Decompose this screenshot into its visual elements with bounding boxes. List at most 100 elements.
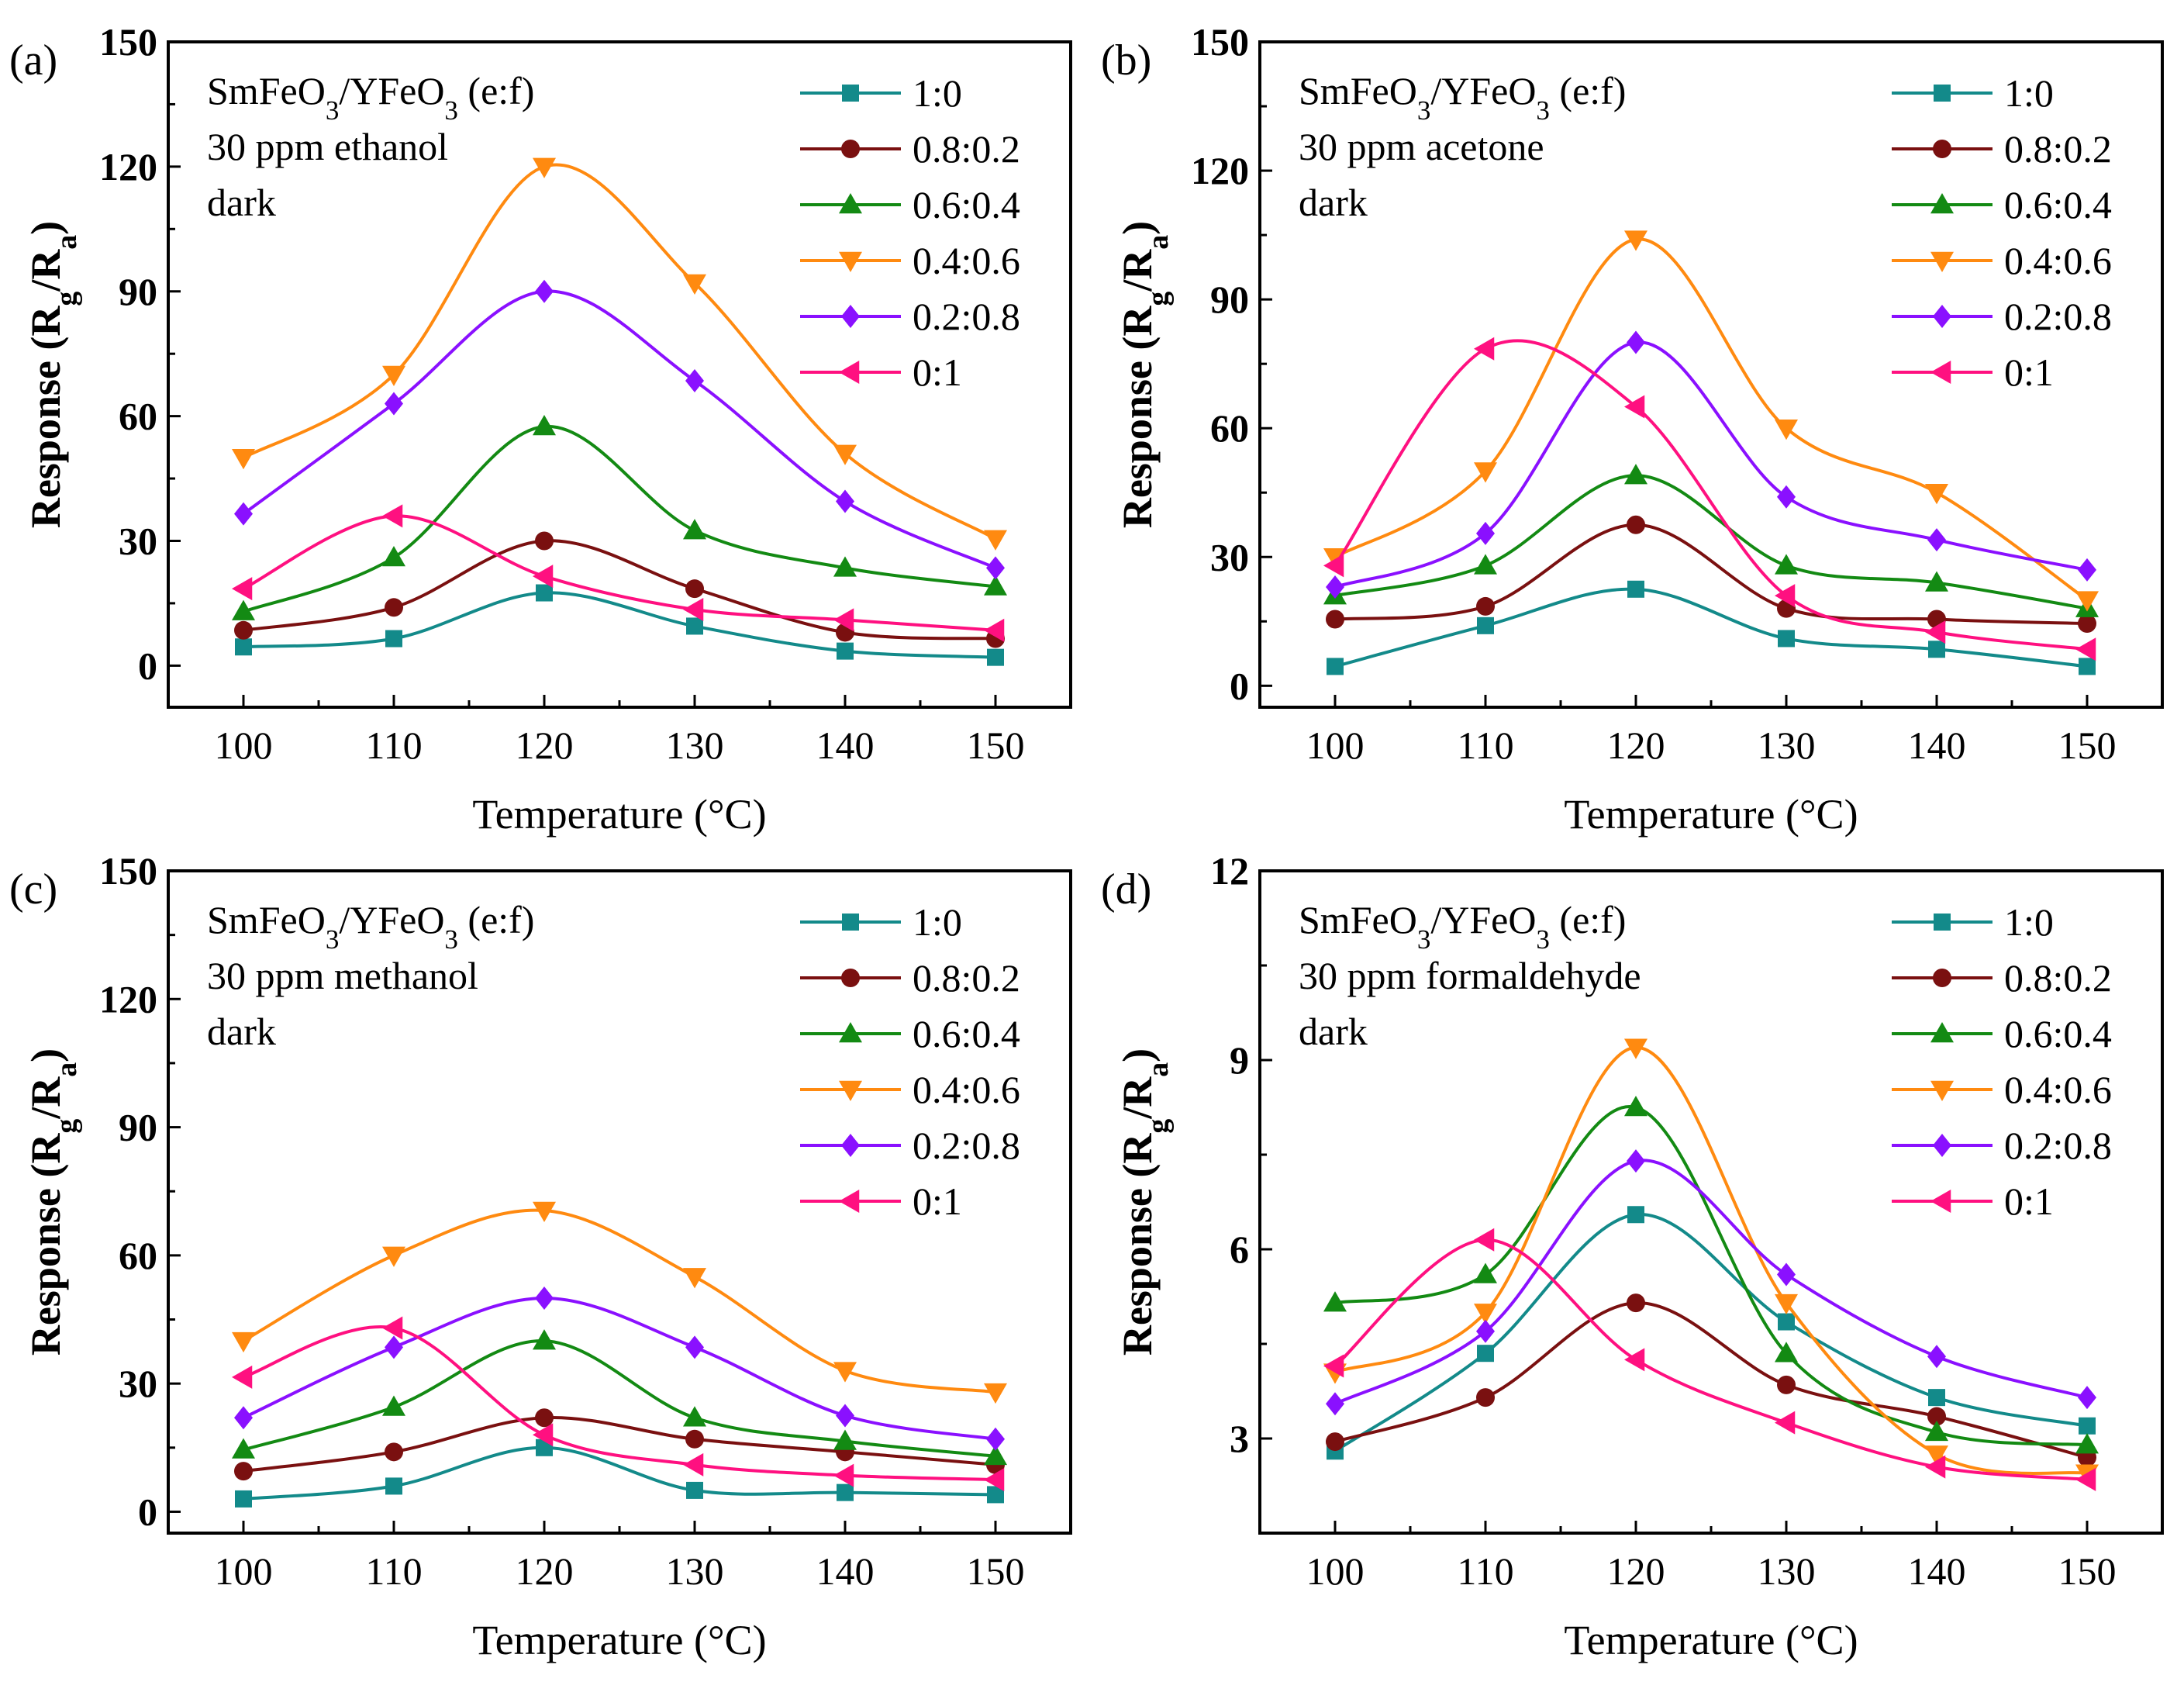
y-tick-label: 6 xyxy=(1230,1228,1249,1271)
y-tick-label: 150 xyxy=(99,20,157,64)
series-1:0 xyxy=(235,584,1004,666)
data-point xyxy=(535,1286,554,1310)
data-point xyxy=(385,1442,403,1462)
data-point xyxy=(1323,548,1347,569)
chart-panel-a: 100 110 120 130 140 150 0 30 60 90 120 150 Temperatu… xyxy=(9,20,1072,838)
legend-marker xyxy=(841,305,860,328)
series-line xyxy=(1334,1213,2088,1452)
x-tick-label: 140 xyxy=(816,1549,875,1593)
x-tick-label: 130 xyxy=(666,1549,724,1593)
x-tick-label: 110 xyxy=(365,724,422,767)
data-point xyxy=(2075,1467,2096,1491)
legend-label: 0.6:0.4 xyxy=(913,1012,1020,1055)
series-1:0 xyxy=(235,1439,1004,1508)
series-line xyxy=(1334,339,2088,651)
x-tick-label: 140 xyxy=(816,724,875,767)
x-tick-label: 140 xyxy=(1908,1549,1966,1593)
data-point xyxy=(1777,1262,1796,1287)
y-tick-label: 3 xyxy=(1230,1417,1249,1460)
data-point xyxy=(1323,1354,1344,1378)
data-point xyxy=(833,1463,854,1487)
data-point xyxy=(1775,1342,1798,1363)
legend-marker xyxy=(1933,969,1951,987)
data-point xyxy=(837,642,854,660)
series-0:1 xyxy=(232,504,1005,642)
data-point xyxy=(1477,617,1494,634)
x-tick-label: 100 xyxy=(215,724,273,767)
data-point xyxy=(1327,658,1344,675)
data-point xyxy=(382,1395,405,1416)
series-line xyxy=(243,1325,996,1482)
data-point xyxy=(1925,1455,1946,1479)
data-point xyxy=(385,1477,402,1495)
series-0:1 xyxy=(1323,337,2096,661)
legend-marker xyxy=(1930,193,1954,214)
x-tick-label: 100 xyxy=(1306,724,1365,767)
legend-marker xyxy=(841,969,860,987)
series-0.4:0.6 xyxy=(232,1201,1007,1404)
data-point xyxy=(1775,419,1798,440)
data-point xyxy=(1775,584,1796,608)
data-point xyxy=(1775,1411,1796,1435)
annotation-text: 30 ppm formaldehyde xyxy=(1299,954,1641,997)
data-point xyxy=(685,1335,704,1359)
annotation-text: 30 ppm ethanol xyxy=(207,125,448,168)
x-tick-label: 150 xyxy=(967,724,1025,767)
series-line xyxy=(243,539,996,641)
data-point xyxy=(1326,575,1344,599)
annotation-text: 30 ppm methanol xyxy=(207,954,478,997)
legend-marker xyxy=(1930,1022,1954,1043)
data-point xyxy=(1624,230,1647,251)
y-tick-label: 120 xyxy=(1191,149,1249,192)
legend-marker xyxy=(842,85,859,102)
legend-label: 0:1 xyxy=(913,1179,962,1223)
x-tick-label: 130 xyxy=(1758,1549,1816,1593)
data-point xyxy=(1624,464,1647,485)
data-point xyxy=(382,504,403,528)
data-point xyxy=(1627,515,1645,534)
legend-marker xyxy=(1930,251,1954,272)
y-tick-label: 12 xyxy=(1210,849,1249,893)
x-tick-label: 110 xyxy=(1457,724,1513,767)
annotation-text: dark xyxy=(1299,1010,1368,1053)
data-point xyxy=(1775,554,1798,575)
y-tick-label: 150 xyxy=(1191,20,1249,64)
data-point xyxy=(1624,1096,1647,1117)
annotation-text: dark xyxy=(207,1010,276,1053)
annotation-text: SmFeO3/YFeO3 (e:f) xyxy=(207,69,534,126)
data-point xyxy=(382,365,405,386)
data-point xyxy=(234,1462,253,1481)
legend-label: 0.8:0.2 xyxy=(913,956,1020,1000)
x-tick-label: 120 xyxy=(1607,724,1665,767)
series-line xyxy=(243,163,996,541)
x-tick-label: 150 xyxy=(2058,1549,2117,1593)
data-point xyxy=(836,1404,854,1428)
series-0.2:0.8 xyxy=(1326,330,2096,599)
data-point xyxy=(987,1486,1004,1504)
legend-marker xyxy=(839,1022,862,1043)
legend-marker xyxy=(1934,85,1951,102)
series-line xyxy=(242,289,996,570)
annotation-text: dark xyxy=(1299,181,1368,224)
legend-marker xyxy=(1930,1080,1954,1101)
series-line xyxy=(1334,1159,2088,1406)
data-point xyxy=(984,1383,1007,1404)
y-tick-label: 0 xyxy=(138,644,157,687)
series-0.8:0.2 xyxy=(234,1408,1005,1481)
data-point xyxy=(1928,641,1945,658)
legend-marker xyxy=(839,361,860,384)
series-line xyxy=(243,1296,996,1441)
x-tick-label: 120 xyxy=(1607,1549,1665,1593)
x-tick-label: 110 xyxy=(365,1549,422,1593)
legend-marker xyxy=(839,1190,860,1213)
legend-label: 0.6:0.4 xyxy=(2004,183,2112,226)
y-tick-label: 0 xyxy=(138,1490,157,1533)
data-point xyxy=(232,577,253,601)
series-line xyxy=(243,1416,996,1473)
data-point xyxy=(1775,1293,1798,1315)
annotation-text: SmFeO3/YFeO3 (e:f) xyxy=(207,898,534,955)
series-line xyxy=(243,1445,996,1501)
series-0.8:0.2 xyxy=(234,531,1005,648)
y-axis-title: Response (Rg/Ra) xyxy=(22,1048,83,1356)
